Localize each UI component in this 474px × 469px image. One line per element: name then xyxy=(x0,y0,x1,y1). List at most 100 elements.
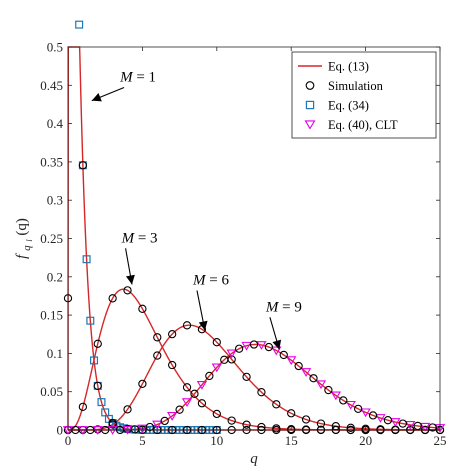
simulation-point-M3 xyxy=(138,304,147,313)
eq34-point-M1 xyxy=(97,398,106,407)
simulation-point-M6 xyxy=(316,419,326,428)
simulation-point-M9 xyxy=(368,411,378,420)
x-tick-label: 20 xyxy=(359,433,372,448)
simulation-point-M3 xyxy=(212,409,221,419)
simulation-point-M6 xyxy=(108,420,117,429)
curve-M6 xyxy=(68,324,441,431)
clt-point-M9 xyxy=(345,400,356,410)
x-tick-label: 25 xyxy=(434,433,447,448)
y-tick-label: 0.1 xyxy=(47,346,63,361)
simulation-point-M3 xyxy=(197,399,207,408)
annotation-var: M xyxy=(192,272,207,288)
y-tick-label: 0.2 xyxy=(47,269,63,284)
simulation-point-M9 xyxy=(130,425,140,434)
simulation-point-M3 xyxy=(242,420,251,429)
legend: Eq. (13) Simulation Eq. (34) Eq. (40), CLT xyxy=(291,51,437,139)
legend-swatch-triangle xyxy=(304,120,316,130)
clt-point-M9 xyxy=(256,341,267,350)
annotation-value: = 1 xyxy=(133,69,156,85)
simulation-point-M3 xyxy=(168,360,177,370)
clt-point-M9 xyxy=(360,408,371,418)
simulation-point-M9 xyxy=(398,419,407,428)
simulation-point-M9 xyxy=(264,342,274,352)
annotation-value: = 9 xyxy=(278,299,301,315)
simulation-point-M6 xyxy=(212,338,221,347)
y-tick-label: 0 xyxy=(57,423,64,438)
legend-label: Eq. (34) xyxy=(328,99,369,113)
simulation-point-M9 xyxy=(205,371,214,381)
legend-label: Simulation xyxy=(328,79,384,93)
simulation-point-M3 xyxy=(301,425,311,434)
clt-point-M9 xyxy=(196,380,208,390)
simulation-point-M9 xyxy=(234,344,244,353)
y-tick-label: 0.5 xyxy=(47,40,63,55)
simulation-point-M9 xyxy=(413,421,422,431)
annotation-arrowhead-4 xyxy=(272,339,282,350)
annotation-label-3: M = 6 xyxy=(192,272,229,288)
y-axis-label-sub: q xyxy=(21,245,33,251)
eq34-point-M1 xyxy=(75,20,84,29)
clt-point-M9 xyxy=(315,380,327,390)
x-axis-label: q xyxy=(250,451,258,467)
simulation-point-M9 xyxy=(309,374,318,383)
y-tick-label: 0.15 xyxy=(40,308,63,323)
clt-point-M9 xyxy=(241,341,252,351)
axes: 0 5 10 15 20 25 0 0.05 0.1 0.15 0.2 0.25 0.3 0.35 0.4 0… xyxy=(40,40,446,449)
legend-swatch-square xyxy=(305,100,315,110)
x-tick-label: 5 xyxy=(139,433,146,448)
y-tick-label: 0.35 xyxy=(40,154,63,169)
simulation-point-M3 xyxy=(257,422,266,432)
clt-point-M9 xyxy=(375,414,386,423)
y-tick-label: 0.25 xyxy=(40,231,63,246)
simulation-point-M6 xyxy=(346,423,355,432)
clt-point-M9 xyxy=(181,398,193,408)
simulation-point-M3 xyxy=(287,424,296,434)
simulation-point-M6 xyxy=(257,388,266,397)
y-tick-label: 0.45 xyxy=(40,78,63,93)
y-axis-label: f q l (q) xyxy=(14,218,36,259)
y-tick-label: 0.05 xyxy=(40,384,63,399)
simulation-point-M3 xyxy=(272,424,281,433)
x-tick-label: 0 xyxy=(65,433,72,448)
y-axis-label-arg: (q) xyxy=(14,218,30,236)
clt-point-M9 xyxy=(300,368,312,377)
simulation-point-M3 xyxy=(123,286,132,295)
simulation-point-M6 xyxy=(153,351,162,360)
simulation-point-M6 xyxy=(301,415,311,424)
annotation-value: = 6 xyxy=(205,272,229,288)
simulation-point-M3 xyxy=(182,383,192,392)
simulation-point-M9 xyxy=(175,405,184,414)
simulation-point-M6 xyxy=(242,372,251,382)
simulation-point-M9 xyxy=(383,416,393,425)
y-axis-label-subsub: l xyxy=(25,239,34,242)
eq34-point-M1 xyxy=(90,356,99,365)
simulation-point-M9 xyxy=(354,404,363,414)
legend-label: Eq. (40), CLT xyxy=(328,118,398,132)
simulation-point-M6 xyxy=(272,400,281,409)
simulation-point-M6 xyxy=(287,409,296,418)
annotation-label-1: M = 1 xyxy=(119,69,156,85)
clt-point-M9 xyxy=(152,420,163,430)
annotation-var: M xyxy=(265,299,280,315)
simulation-point-M3 xyxy=(78,402,88,412)
legend-label: Eq. (13) xyxy=(328,60,369,74)
simulation-point-M3 xyxy=(227,416,236,425)
simulation-point-M9 xyxy=(249,340,259,349)
annotation-value: = 3 xyxy=(134,230,157,246)
simulation-point-M9 xyxy=(279,350,288,360)
clt-point-M9 xyxy=(226,349,237,359)
y-tick-label: 0.4 xyxy=(47,116,64,131)
simulation-point-M9 xyxy=(190,389,199,398)
simulation-point-M1 xyxy=(93,381,102,391)
annotations: M = 1M = 3M = 6M = 9 xyxy=(91,69,302,350)
simulation-point-M9 xyxy=(294,361,303,371)
x-tick-label: 10 xyxy=(210,433,223,448)
simulation-point-M6 xyxy=(138,379,147,388)
annotation-var: M xyxy=(119,69,134,85)
simulation-point-M6 xyxy=(182,321,192,330)
simulation-point-M6 xyxy=(123,405,132,414)
simulation-point-M9 xyxy=(324,385,333,395)
simulation-point-M9 xyxy=(220,355,229,364)
clt-point-M9 xyxy=(405,420,416,430)
